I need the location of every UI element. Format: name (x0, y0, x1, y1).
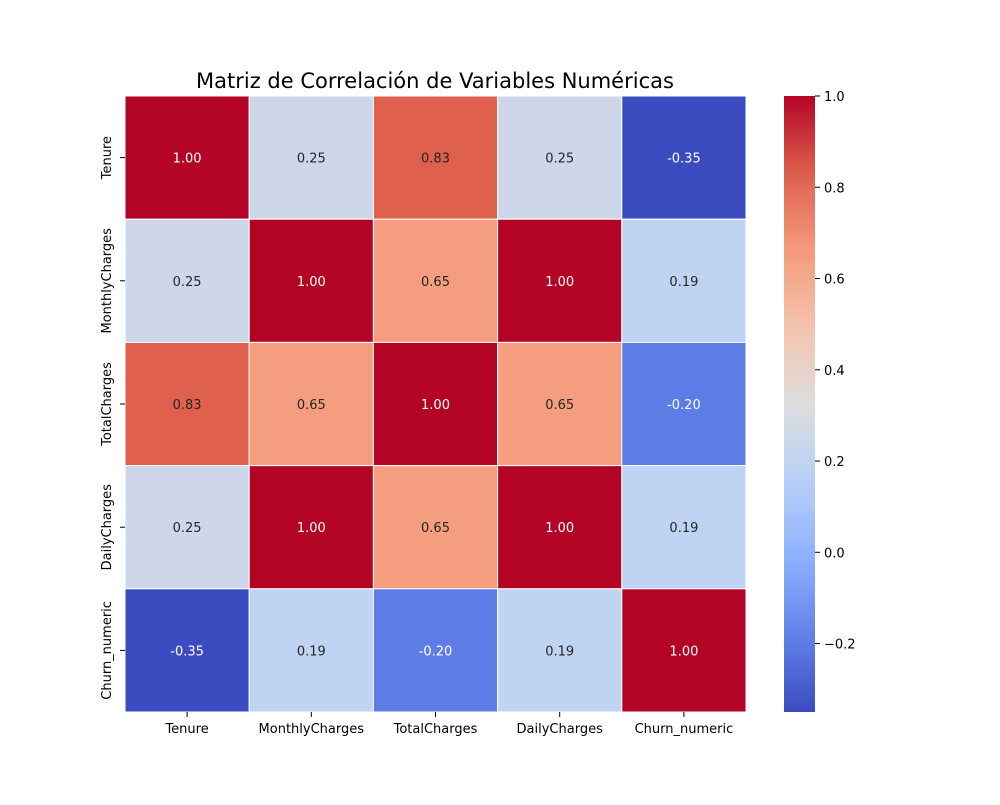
cell-value-label: 0.19 (669, 521, 698, 536)
y-tick-label: Tenure (100, 136, 115, 180)
heatmap-cell (497, 341, 623, 467)
cell-value-label: 0.25 (297, 152, 326, 167)
y-axis: Tenure MonthlyCharges TotalCharges DailyCha… (100, 136, 125, 700)
heatmap-cell (372, 218, 499, 343)
heatmap-cell (372, 341, 499, 467)
cell-value-label: -0.35 (170, 644, 204, 659)
cell-value-label: 0.83 (173, 398, 202, 413)
cell-value-label: 0.65 (421, 521, 450, 536)
colorbar-tick-label: 1.0 (824, 90, 845, 105)
heatmap-cells (124, 95, 747, 713)
heatmap-cell (248, 341, 374, 467)
colorbar-tick-label: 0.2 (824, 455, 845, 470)
cell-value-label: -0.20 (419, 644, 453, 659)
cell-value-label: 0.25 (545, 152, 574, 167)
heatmap-cell (372, 465, 499, 590)
x-tick-label: MonthlyCharges (259, 722, 365, 737)
cell-value-label: 1.00 (669, 644, 698, 659)
x-tick-label: TotalCharges (393, 722, 478, 737)
cell-value-label: 0.19 (545, 644, 574, 659)
x-tick-label: Churn_numeric (635, 722, 734, 737)
cell-value-label: 0.19 (297, 644, 326, 659)
y-tick-label: MonthlyCharges (100, 228, 115, 334)
heatmap-cell (248, 465, 374, 590)
cell-value-label: 1.00 (173, 152, 202, 167)
cell-value-label: 0.65 (545, 398, 574, 413)
cell-value-label: 0.65 (297, 398, 326, 413)
colorbar-tick-label: 0.4 (824, 364, 845, 379)
colorbar-tick-label: 0.6 (824, 273, 845, 288)
cell-value-label: 0.25 (173, 521, 202, 536)
heatmap-cell (372, 588, 499, 713)
colorbar-tick-label: −0.2 (824, 638, 856, 653)
heatmap-cell (248, 588, 374, 713)
colorbar-tick-label: 0.8 (824, 181, 845, 196)
cell-value-label: 1.00 (421, 398, 450, 413)
y-tick-label: DailyCharges (100, 484, 115, 571)
y-tick-label: TotalCharges (100, 362, 115, 447)
heatmap-cell (124, 218, 250, 343)
heatmap-cell (124, 588, 250, 713)
y-tick-label: Churn_numeric (100, 601, 115, 700)
heatmap-cell (621, 588, 747, 713)
cell-value-label: 1.00 (297, 521, 326, 536)
x-tick-label: Tenure (164, 722, 208, 737)
cell-value-label: 1.00 (297, 275, 326, 290)
heatmap-cell (497, 95, 623, 220)
chart-title: Matriz de Correlación de Variables Numér… (196, 69, 674, 93)
heatmap-annotations: 1.00 0.25 0.83 0.25 -0.35 0.25 1.00 0.65 1.00 0.1… (170, 152, 700, 660)
x-axis: Tenure MonthlyCharges TotalCharges DailyCha… (164, 712, 733, 737)
cell-value-label: -0.20 (667, 398, 701, 413)
cell-value-label: 0.25 (173, 275, 202, 290)
heatmap-cell (124, 95, 250, 220)
cell-value-label: -0.35 (667, 152, 701, 167)
heatmap-cell (621, 218, 747, 343)
heatmap-cell (497, 465, 623, 590)
cell-value-label: 1.00 (545, 521, 574, 536)
cell-value-label: 0.65 (421, 275, 450, 290)
colorbar-tick-label: 0.0 (824, 546, 845, 561)
cell-value-label: 0.19 (669, 275, 698, 290)
heatmap-cell (621, 95, 747, 220)
heatmap-cell (621, 465, 747, 590)
colorbar-gradient (784, 96, 815, 712)
cell-value-label: 1.00 (545, 275, 574, 290)
heatmap-cell (621, 341, 747, 467)
cell-value-label: 0.83 (421, 152, 450, 167)
colorbar: −0.2 0.0 0.2 0.4 0.6 0.8 1.0 (784, 90, 856, 712)
heatmap-cell (248, 95, 374, 220)
heatmap-cell (372, 95, 499, 220)
x-tick-label: DailyCharges (517, 722, 604, 737)
